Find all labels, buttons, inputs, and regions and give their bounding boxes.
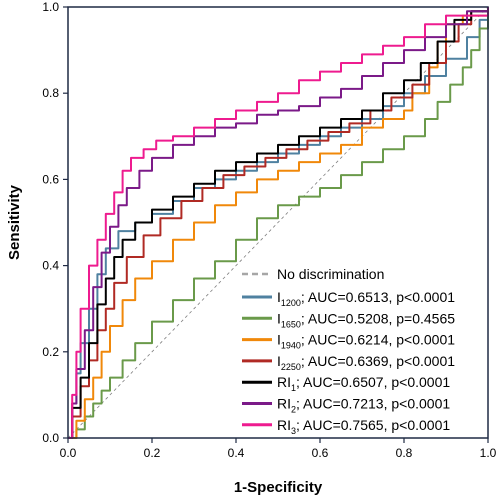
x-tick-label: 0.8 <box>396 446 413 460</box>
x-tick-label: 0.2 <box>144 446 161 460</box>
roc-series-ri1 <box>68 7 489 439</box>
legend-label: I2250; AUC=0.6369, p<0.0001 <box>277 353 455 372</box>
y-tick-label: 1.0 <box>42 0 59 14</box>
legend-label-base: I <box>277 310 281 326</box>
roc-series-i1650 <box>68 7 489 439</box>
legend-label-subscript: 1 <box>291 383 296 393</box>
legend-label-stats: ; AUC=0.6214, p<0.0001 <box>301 332 455 348</box>
legend-label: I1650; AUC=0.5208, p=0.4565 <box>277 310 455 329</box>
roc-series-ri3 <box>68 7 489 439</box>
y-tick-label: 0.4 <box>42 259 59 273</box>
plot-frame <box>67 6 489 439</box>
x-axis-title: 1-Specificity <box>234 479 323 496</box>
legend-label-stats: ; AUC=0.6507, p<0.0001 <box>296 374 450 390</box>
legend-label-subscript: 1200 <box>281 298 301 308</box>
axis-ticks: 0.0 0.2 0.4 0.6 0.8 1.0 0.0 0.2 0.4 0.6 0.8 1.0 <box>42 0 496 460</box>
legend-label-subscript: 2250 <box>281 362 301 372</box>
no-discrimination-line <box>67 6 489 439</box>
legend-label-base: RI <box>277 417 291 433</box>
roc-series-i2250 <box>68 7 489 439</box>
x-tick-label: 0.0 <box>60 446 77 460</box>
legend-label: RI2; AUC=0.7213, p<0.0001 <box>277 396 450 415</box>
legend-label-subscript: 3 <box>291 426 296 436</box>
y-tick-label: 0.6 <box>42 172 59 186</box>
legend-label-base: I <box>277 353 281 369</box>
y-tick-label: 0.0 <box>42 431 59 445</box>
legend-label-stats: ; AUC=0.7565, p<0.0001 <box>296 417 450 433</box>
legend-label-subscript: 1650 <box>281 319 301 329</box>
legend-label-base: RI <box>277 396 291 412</box>
y-tick-label: 0.8 <box>42 86 59 100</box>
legend-label-subscript: 1940 <box>281 341 301 351</box>
x-tick-label: 1.0 <box>480 446 497 460</box>
legend-label-stats: ; AUC=0.5208, p=0.4565 <box>301 310 455 326</box>
series-layer <box>67 6 489 439</box>
y-tick-label: 0.2 <box>42 345 59 359</box>
x-tick-label: 0.6 <box>312 446 329 460</box>
legend-label-subscript: 2 <box>291 405 296 415</box>
y-axis-title: Sensitivity <box>6 184 23 260</box>
legend-label-no-discrimination: No discrimination <box>277 266 384 282</box>
legend-label-stats: ; AUC=0.7213, p<0.0001 <box>296 396 450 412</box>
legend-label-base: I <box>277 332 281 348</box>
legend-label: I1200; AUC=0.6513, p<0.0001 <box>277 289 455 308</box>
legend-label: I1940; AUC=0.6214, p<0.0001 <box>277 332 455 351</box>
legend-label: RI3; AUC=0.7565, p<0.0001 <box>277 417 450 436</box>
legend-label-stats: ; AUC=0.6369, p<0.0001 <box>301 353 455 369</box>
legend-label-base: I <box>277 289 281 305</box>
legend-label: RI1; AUC=0.6507, p<0.0001 <box>277 374 450 393</box>
legend-label-stats: ; AUC=0.6513, p<0.0001 <box>301 289 455 305</box>
legend-label-base: RI <box>277 374 291 390</box>
x-tick-label: 0.4 <box>228 446 245 460</box>
